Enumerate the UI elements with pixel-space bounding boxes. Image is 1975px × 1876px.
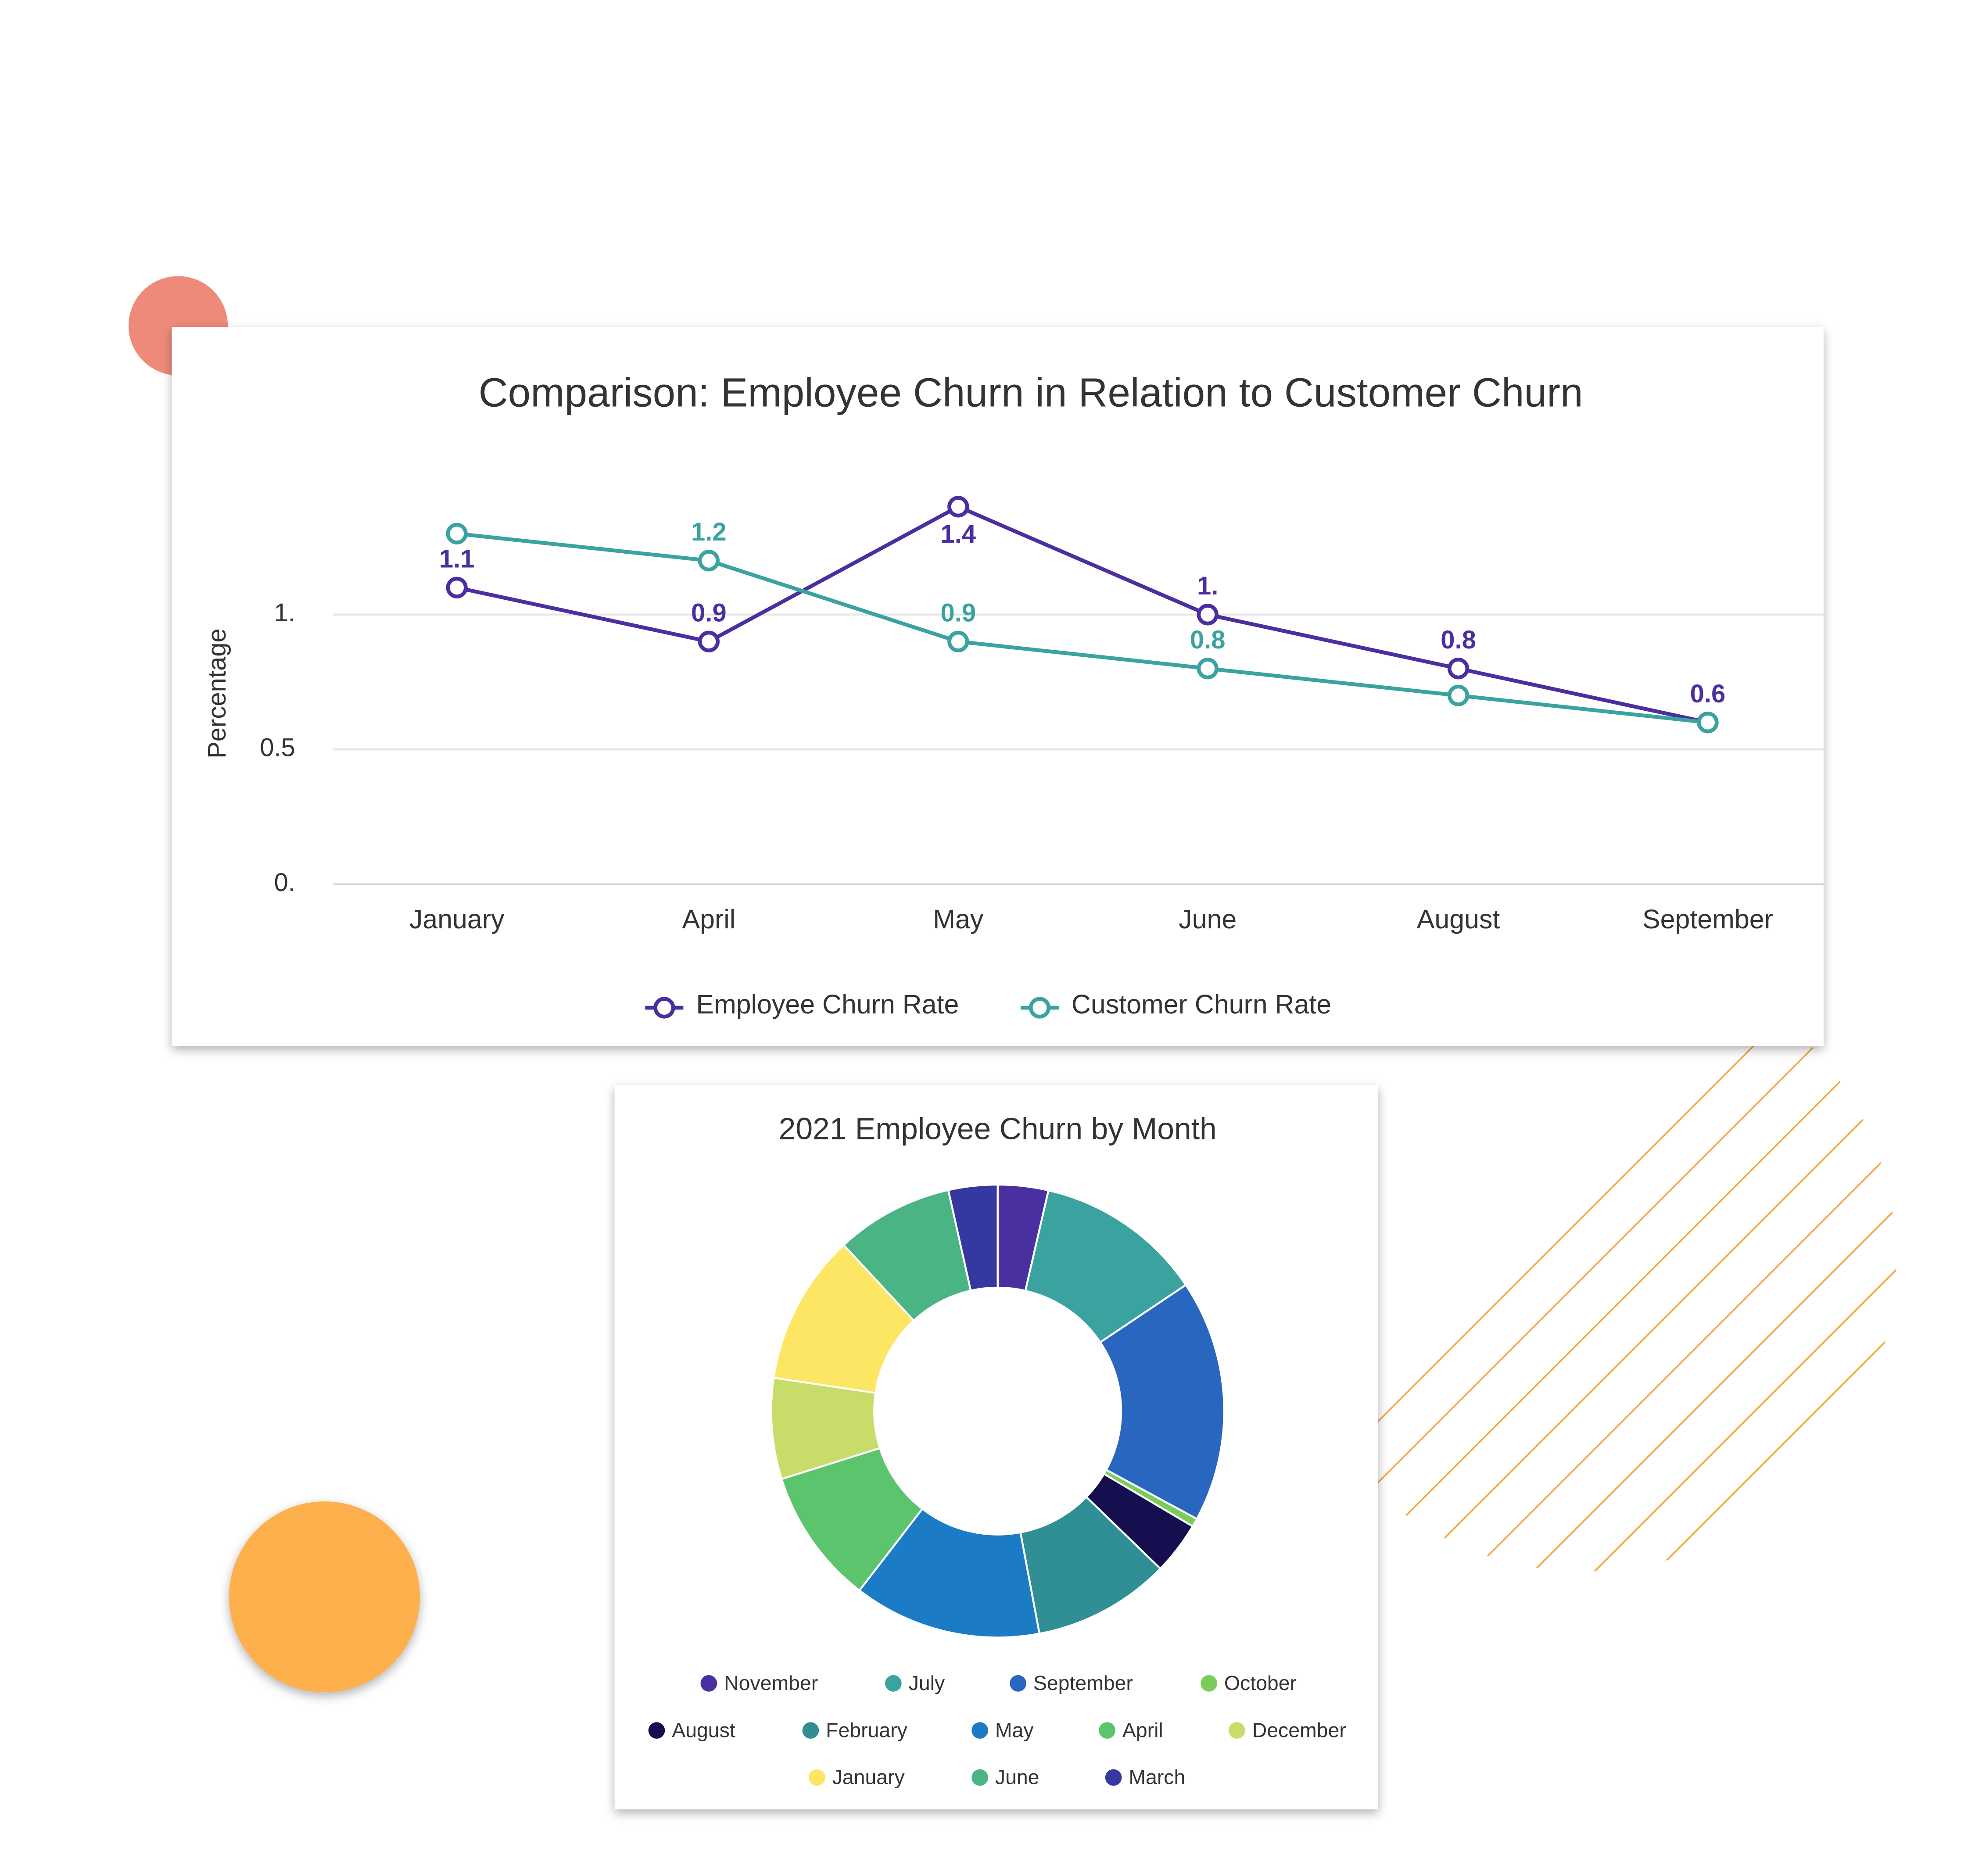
y-axis-label: Percentage xyxy=(203,628,231,759)
legend-swatch xyxy=(1099,1722,1115,1739)
point xyxy=(698,630,720,652)
hatch-line xyxy=(1572,1017,1896,1572)
point xyxy=(1447,684,1470,706)
legend-swatch xyxy=(809,1769,825,1786)
series-line xyxy=(456,532,1708,725)
y-tick-label: 0.5 xyxy=(260,734,295,762)
point xyxy=(1697,712,1719,734)
legend-swatch xyxy=(885,1675,902,1692)
hatch-line xyxy=(1939,1018,1975,1654)
line-card xyxy=(172,327,1824,1046)
data-label: 1.1 xyxy=(439,545,475,573)
donut-slice xyxy=(1024,1189,1187,1344)
point xyxy=(947,496,969,518)
legend-label: January xyxy=(832,1766,905,1789)
legend-label: November xyxy=(724,1672,818,1694)
y-tick-label: 0. xyxy=(274,868,295,897)
series-line xyxy=(456,505,1708,724)
legend-swatch xyxy=(1029,997,1051,1019)
donut-slice xyxy=(772,1243,915,1394)
chart-title: Comparison: Employee Churn in Relation t… xyxy=(479,369,1583,415)
donut-slice xyxy=(858,1507,1041,1639)
legend-swatch xyxy=(653,997,675,1019)
legend-label: February xyxy=(826,1718,907,1741)
legend-swatch xyxy=(700,1675,717,1692)
legend-label: March xyxy=(1129,1766,1185,1789)
y-tick-label: 1. xyxy=(274,598,295,627)
legend-swatch xyxy=(1229,1722,1245,1739)
legend-label: June xyxy=(995,1766,1039,1789)
hatch-line xyxy=(1272,1017,1782,1572)
legend-swatch xyxy=(971,1769,988,1786)
legend-label: Customer Churn Rate xyxy=(1072,989,1331,1019)
hatch-line xyxy=(1817,1017,1896,1572)
legend-swatch xyxy=(1010,1675,1026,1692)
point xyxy=(1447,658,1470,680)
decor-circle xyxy=(229,1501,420,1693)
data-label: 0.8 xyxy=(1190,626,1226,654)
legend-label: August xyxy=(672,1718,735,1741)
hatch-line xyxy=(1511,1017,1896,1572)
legend-swatch xyxy=(802,1722,819,1739)
point xyxy=(446,523,468,544)
hatch-line xyxy=(1328,1017,1896,1572)
point xyxy=(1197,658,1219,680)
legend-swatch xyxy=(648,1722,665,1739)
legend-label: December xyxy=(1252,1718,1346,1741)
legend-swatch xyxy=(1201,1675,1217,1692)
point xyxy=(1197,604,1219,626)
legend-swatch xyxy=(971,1722,988,1739)
x-tick-label: September xyxy=(1642,904,1773,934)
x-tick-label: June xyxy=(1179,904,1237,934)
hatch-line xyxy=(1878,1017,1896,1572)
legend-label: July xyxy=(909,1672,945,1694)
x-tick-label: May xyxy=(933,904,984,934)
chart-layer: 0. 0.5 1. January April May June August Septembe… xyxy=(260,496,1824,1789)
legend-swatch xyxy=(1105,1769,1122,1786)
x-tick-label: January xyxy=(409,904,505,934)
legend-label: Employee Churn Rate xyxy=(696,989,959,1019)
hatch-line xyxy=(1450,1017,1896,1572)
point xyxy=(446,576,468,598)
data-label: 0.9 xyxy=(940,599,976,627)
x-tick-label: August xyxy=(1417,904,1500,934)
legend-label: September xyxy=(1033,1672,1133,1694)
data-label: 1.2 xyxy=(691,518,727,546)
chart-title: 2021 Employee Churn by Month xyxy=(779,1112,1217,1146)
x-tick-label: April xyxy=(682,904,735,934)
hatch-line xyxy=(1389,1017,1896,1572)
data-label: 0.8 xyxy=(1441,626,1476,654)
hatch-line xyxy=(1755,1017,1896,1572)
hatch-line xyxy=(1694,1017,1896,1572)
legend-label: April xyxy=(1122,1718,1163,1741)
donut-slice xyxy=(947,1183,999,1292)
data-label: 1. xyxy=(1197,572,1218,600)
data-label: 1.4 xyxy=(940,520,976,548)
point xyxy=(947,630,969,652)
point xyxy=(698,550,720,572)
data-label: 0.9 xyxy=(691,599,727,627)
legend-label: October xyxy=(1224,1672,1297,1694)
donut-slice xyxy=(1099,1283,1226,1521)
legend-label: May xyxy=(995,1718,1034,1741)
data-label: 0.6 xyxy=(1690,680,1726,708)
